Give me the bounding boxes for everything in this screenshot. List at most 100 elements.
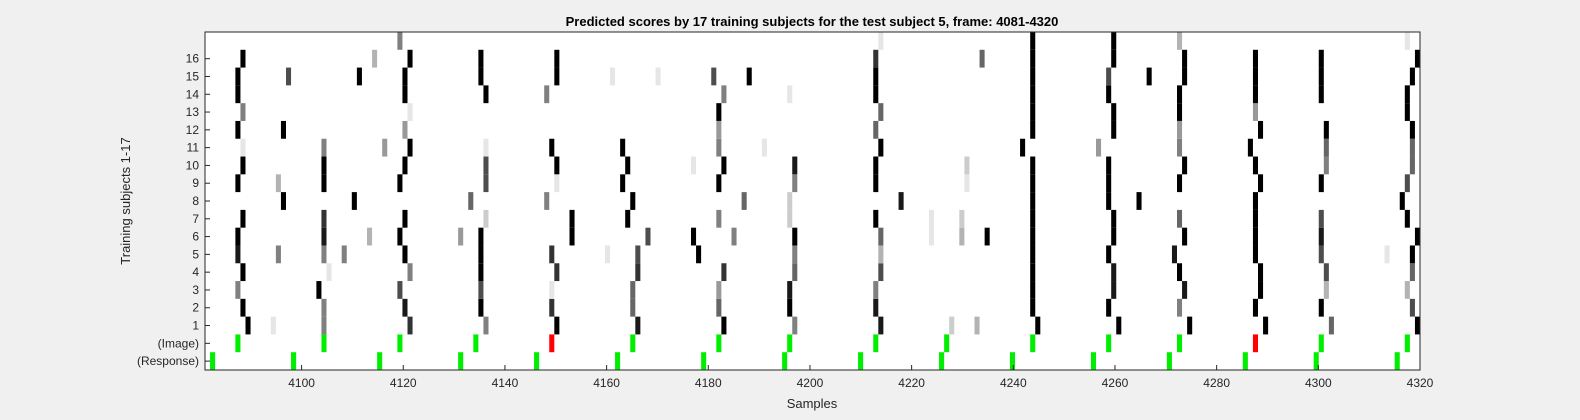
image-marker [787, 334, 793, 353]
heatmap-cell [270, 316, 276, 335]
response-marker [1166, 352, 1172, 370]
heatmap-cell [787, 209, 793, 228]
heatmap-cell [1252, 49, 1258, 68]
image-marker [321, 334, 327, 353]
heatmap-cell [1318, 174, 1324, 193]
heatmap-cell [483, 174, 489, 193]
heatmap-cell [1030, 298, 1036, 317]
heatmap-cell [316, 281, 322, 299]
heatmap-cell [625, 209, 631, 228]
x-tick-label: 4240 [1000, 376, 1027, 390]
x-tick-label: 4160 [593, 376, 620, 390]
response-marker [291, 352, 297, 370]
heatmap-cell [1263, 316, 1269, 335]
image-marker [630, 334, 636, 353]
heatmap-cell [873, 120, 879, 139]
y-tick-label: 9 [192, 176, 199, 190]
y-tick-label: (Response) [137, 354, 199, 368]
x-tick-label: 4300 [1305, 376, 1332, 390]
heatmap-cell [1111, 281, 1117, 299]
heatmap-cell [478, 245, 484, 264]
heatmap-cell [554, 174, 560, 193]
heatmap-cell [1409, 67, 1415, 86]
heatmap-cell [1182, 49, 1188, 68]
heatmap-cell [716, 174, 722, 193]
heatmap-cell [235, 120, 241, 139]
image-marker [1177, 334, 1183, 353]
heatmap-cell [1414, 49, 1420, 68]
heatmap-cell [898, 192, 904, 210]
y-tick-label: 8 [192, 194, 199, 208]
heatmap-cell [787, 281, 793, 299]
heatmap-cell [554, 67, 560, 86]
heatmap-cell [402, 156, 408, 175]
heatmap-cell [1247, 138, 1253, 157]
heatmap-cell [240, 138, 246, 157]
heatmap-cell [655, 67, 661, 86]
response-marker [210, 352, 216, 370]
image-marker [944, 334, 950, 353]
heatmap-cell [1323, 263, 1329, 282]
heatmap-cell [787, 192, 793, 210]
heatmap-cell [321, 156, 327, 175]
heatmap-cell [478, 298, 484, 317]
heatmap-cell [1318, 227, 1324, 246]
response-marker [377, 352, 383, 370]
heatmap-cell [286, 67, 292, 86]
heatmap-cell [878, 316, 884, 335]
image-marker [1106, 334, 1112, 353]
heatmap-cell [1106, 85, 1112, 104]
heatmap-cell [873, 281, 879, 299]
heatmap-cell [483, 85, 489, 104]
heatmap-cell [928, 209, 934, 228]
heatmap-cell [1404, 103, 1410, 121]
heatmap-cell [478, 67, 484, 86]
heatmap-cell [235, 174, 241, 193]
heatmap-cell [1258, 174, 1264, 193]
heatmap-cell [635, 316, 641, 335]
heatmap-cell [873, 49, 879, 68]
heatmap-cell [1096, 138, 1102, 157]
heatmap-cell [1111, 209, 1117, 228]
heatmap-cell [630, 298, 636, 317]
heatmap-cell [1258, 281, 1264, 299]
heatmap-cell [1177, 120, 1183, 139]
heatmap-cell [1106, 156, 1112, 175]
heatmap-cell [407, 316, 413, 335]
heatmap-cell [1182, 227, 1188, 246]
plot-area [205, 32, 1420, 370]
heatmap-cell [1030, 156, 1036, 175]
heatmap-cell [240, 49, 246, 68]
heatmap-cell [716, 209, 722, 228]
heatmap-cell [716, 298, 722, 317]
heatmap-cell [549, 298, 555, 317]
heatmap-cell [1177, 32, 1183, 50]
x-tick-label: 4200 [797, 376, 824, 390]
heatmap-cell [1111, 103, 1117, 121]
x-tick-label: 4280 [1203, 376, 1230, 390]
heatmap-cell [878, 227, 884, 246]
heatmap-cell [397, 174, 403, 193]
heatmap-cell [1409, 120, 1415, 139]
x-tick-label: 4220 [898, 376, 925, 390]
heatmap-cell [1187, 316, 1193, 335]
heatmap-cell [321, 174, 327, 193]
y-tick-label: 2 [192, 301, 199, 315]
x-tick-label: 4180 [695, 376, 722, 390]
heatmap-cell [964, 174, 970, 193]
image-marker [716, 334, 722, 353]
heatmap-cell [240, 103, 246, 121]
heatmap-cell [1020, 138, 1026, 157]
image-marker [1030, 334, 1036, 353]
heatmap-cell [1404, 174, 1410, 193]
heatmap-cell [645, 227, 651, 246]
heatmap-cell [483, 316, 489, 335]
heatmap-cell [1404, 281, 1410, 299]
heatmap-cell [402, 120, 408, 139]
heatmap-cell [696, 245, 702, 264]
heatmap-cell [478, 281, 484, 299]
heatmap-cell [478, 227, 484, 246]
heatmap-cell [1111, 49, 1117, 68]
